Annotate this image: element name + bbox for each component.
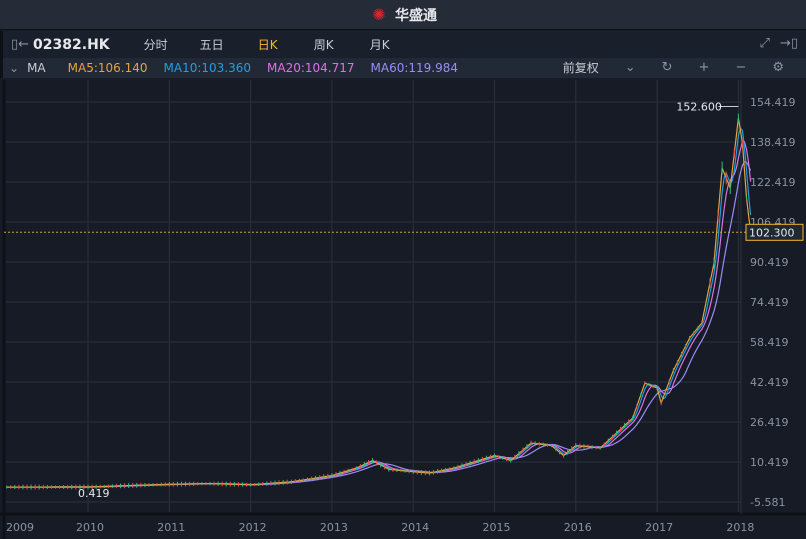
y-tick-label: 58.419 [750,336,789,349]
x-tick-label: 2012 [239,521,267,534]
current-price-box [745,223,804,241]
ma-indicator-bar: ⌄ MA MA5:106.140 MA10:103.360 MA20:104.7… [0,58,806,78]
zoom-out-icon[interactable]: − [735,60,747,75]
ma5-value: MA5:106.140 [67,61,148,75]
y-tick-label: 74.419 [750,296,789,309]
app-logo-icon: ✺ [372,4,386,24]
y-tick-label: 122.419 [750,176,796,189]
tab-five-day[interactable]: 五日 [199,38,224,52]
tab-intraday[interactable]: 分时 [143,38,168,52]
price-chart[interactable]: 154.419138.419122.419106.41990.41974.419… [0,78,806,539]
y-tick-label: 138.419 [750,136,796,149]
y-tick-label: 26.419 [750,416,789,429]
y-tick-label: 154.419 [750,96,796,109]
y-tick-label: 90.419 [750,256,789,269]
expand-panel-icon[interactable]: →▯ [779,36,798,51]
collapse-panel-icon[interactable]: ▯← [11,37,30,52]
app-title: 华盛通 [395,7,437,24]
x-tick-label: 2010 [76,521,104,534]
stock-symbol: 02382.HK [33,36,110,53]
chevron-down-icon[interactable]: ⌄ [624,60,636,75]
y-tick-label: 10.419 [750,456,789,469]
fullscreen-icon[interactable]: ⤢ [759,36,770,51]
ma20-value: MA20:104.717 [267,61,355,75]
ma60-value: MA60:119.984 [370,61,459,75]
tab-monthly-k[interactable]: 月K [369,38,390,52]
x-tick-label: 2016 [564,521,592,534]
title-bar: ✺ 华盛通 [0,0,806,30]
max-price-label: 152.600 [676,101,722,114]
x-tick-label: 2018 [726,521,754,534]
ma5-line [6,117,752,488]
ma10-value: MA10:103.360 [163,61,252,75]
x-tick-label: 2017 [645,521,673,534]
x-tick-label: 2011 [157,521,185,534]
settings-gear-icon[interactable]: ⚙ [772,60,784,75]
refresh-icon[interactable]: ↻ [661,60,673,75]
x-tick-label: 2015 [483,521,511,534]
ma-label[interactable]: MA [27,61,46,75]
adjust-select[interactable]: 前复权 [562,61,599,75]
tab-daily-k[interactable]: 日K [257,38,278,52]
zoom-in-icon[interactable]: + [698,60,710,75]
chart-toolbar: ▯← 02382.HK 分时 五日 日K 周K 月K ⤢ →▯ [0,31,806,58]
tab-weekly-k[interactable]: 周K [313,38,334,52]
x-tick-label: 2014 [401,521,429,534]
chevron-down-icon[interactable]: ⌄ [9,61,20,75]
y-tick-label: -5.581 [750,496,785,509]
current-price-label: 102.300 [749,226,795,239]
min-price-label: 0.419 [78,487,110,500]
x-tick-label: 2013 [320,521,348,534]
y-tick-label: 42.419 [750,376,789,389]
x-tick-label: 2009 [6,521,34,534]
